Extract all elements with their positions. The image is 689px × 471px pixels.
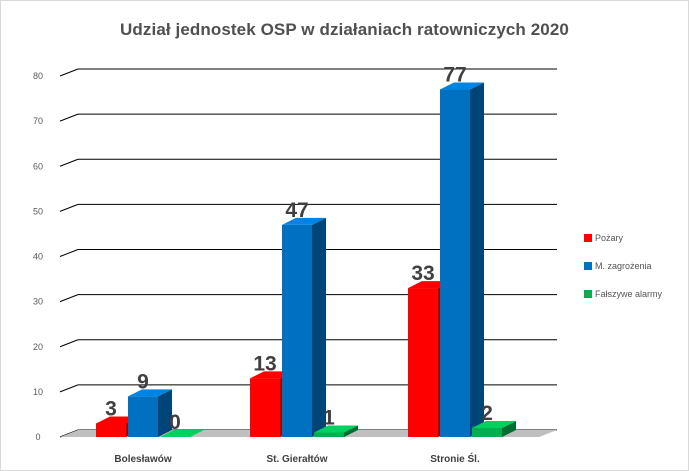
y-tick-label: 80 [33, 71, 43, 81]
legend-label: Fałszywe alarmy [595, 288, 663, 299]
y-tick-label: 50 [33, 206, 43, 216]
y-tick-label: 40 [33, 252, 43, 262]
bar-value-label: 77 [443, 64, 466, 87]
gridline-side [59, 294, 79, 303]
chart-legend: Pożary M. zagrożenia Fałszywe alarmy [584, 231, 688, 315]
y-tick-label: 0 [35, 432, 40, 442]
x-tick-label: St. Gierałtów [266, 454, 327, 465]
gridline-side [59, 339, 79, 348]
gridline-side [59, 68, 79, 77]
legend-label: M. zagrożenia [595, 260, 652, 271]
legend-item: Fałszywe alarmy [584, 287, 688, 300]
bar [314, 432, 344, 437]
y-tick-label: 70 [33, 116, 43, 126]
y-tick-label: 60 [33, 161, 43, 171]
bar-value-label: 0 [169, 411, 181, 434]
gridline-side [59, 203, 79, 212]
bar-value-label: 9 [137, 370, 149, 393]
bar-side [344, 425, 358, 437]
bar-side [312, 217, 326, 437]
legend-swatch [584, 233, 592, 242]
bar-value-label: 13 [253, 352, 276, 375]
x-tick-label: Bolesławów [114, 454, 171, 465]
bar [128, 396, 158, 437]
bar-value-label: 33 [411, 262, 434, 285]
legend-item: M. zagrożenia [584, 259, 688, 272]
bar [472, 427, 502, 437]
gridline-side [59, 384, 79, 393]
gridline-side [59, 113, 79, 122]
x-tick-label: Stronie Śl. [430, 452, 480, 465]
bar-value-label: 2 [481, 402, 493, 425]
bar [250, 378, 280, 437]
bar [96, 423, 126, 437]
bar-top [160, 430, 204, 437]
bar-side [470, 82, 484, 437]
bar-value-label: 47 [285, 199, 308, 222]
legend-label: Pożary [595, 232, 624, 243]
bar-top [472, 420, 516, 428]
bar-top [282, 217, 326, 225]
bar-value-label: 1 [323, 406, 335, 429]
bar [440, 89, 470, 437]
legend-item: Pożary [584, 231, 688, 244]
y-tick-label: 10 [33, 387, 43, 397]
chart-title: Udział jednostek OSP w działaniach ratow… [120, 20, 569, 39]
y-tick-label: 30 [33, 297, 43, 307]
bar-side [502, 420, 516, 437]
bar-value-label: 3 [105, 397, 117, 420]
bar-top [128, 389, 172, 397]
bar-top [314, 425, 358, 433]
legend-swatch [584, 261, 592, 270]
bar-top [440, 82, 484, 90]
bar [282, 224, 312, 437]
gridline-side [59, 249, 79, 257]
bar-side [158, 389, 172, 437]
y-tick-label: 20 [33, 342, 43, 352]
bar [408, 288, 438, 437]
gridline-side [59, 158, 79, 167]
legend-swatch [584, 289, 592, 298]
